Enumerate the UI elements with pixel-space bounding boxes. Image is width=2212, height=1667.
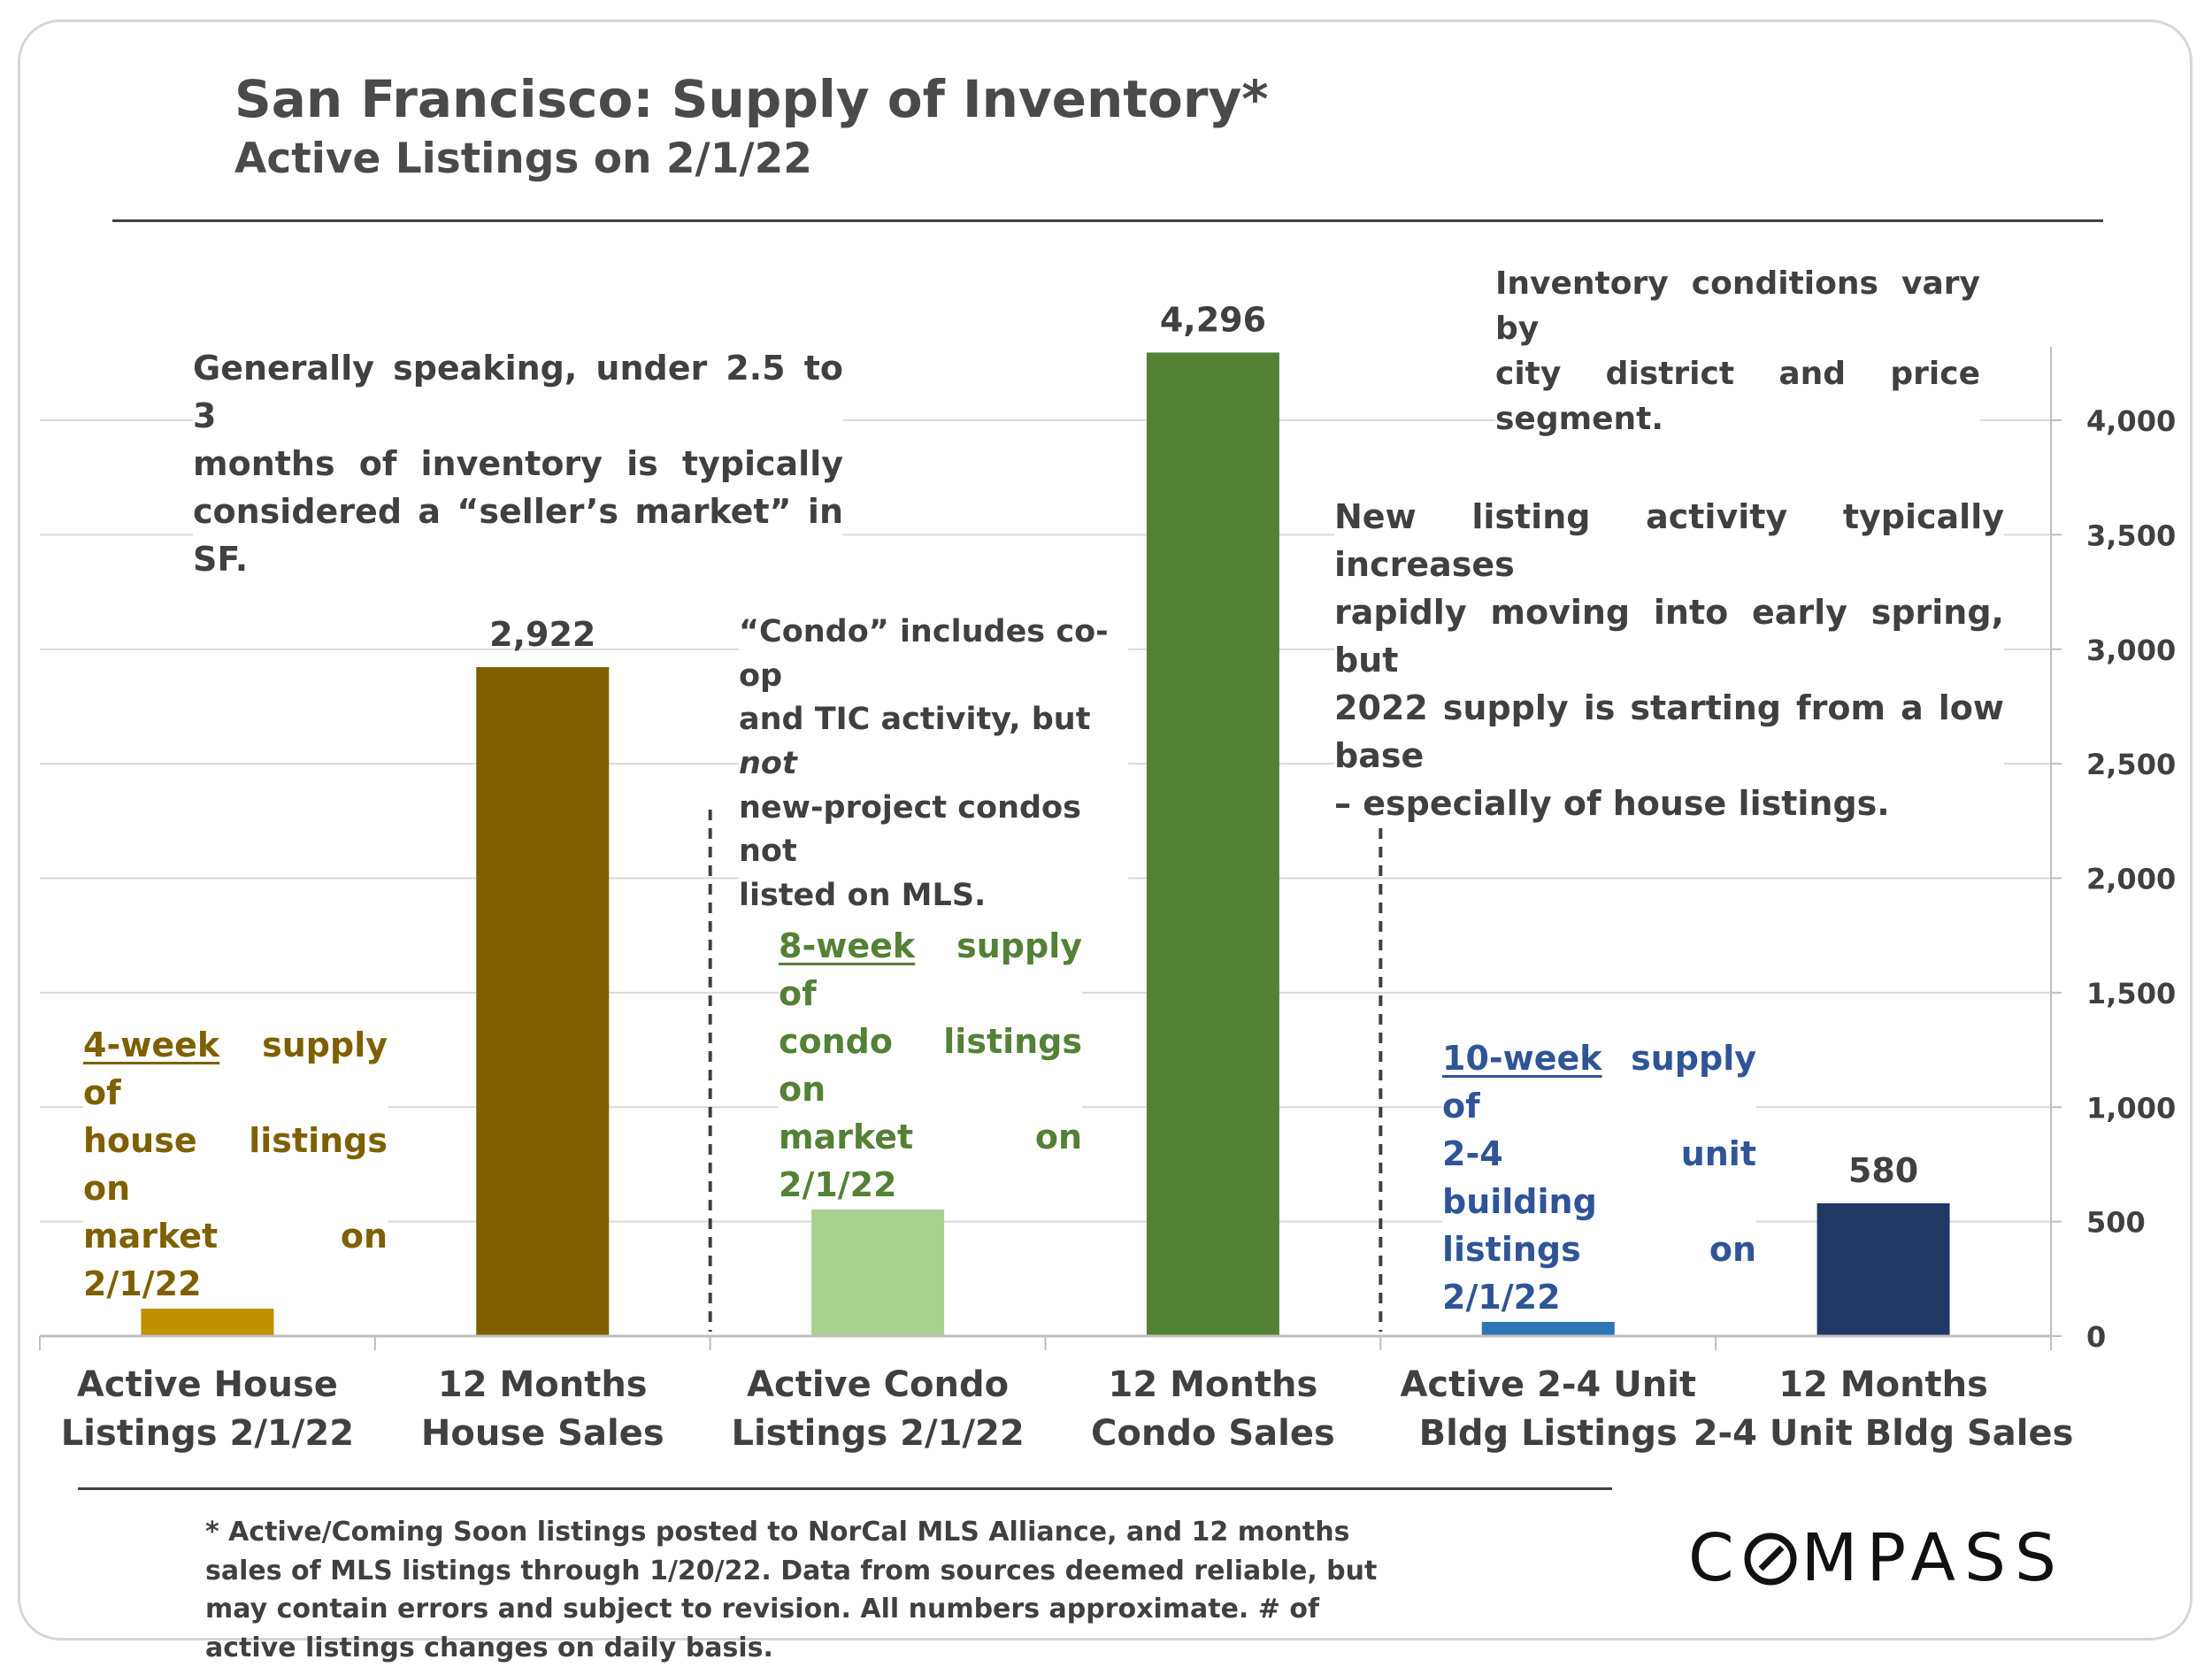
- inventory-note-line-1: Inventory conditions vary by: [1495, 265, 1980, 348]
- bldg-supply-note: 10-week supply of 2-4 unit building list…: [1442, 1035, 1756, 1322]
- y-tick-label: 4,000: [2086, 404, 2176, 438]
- card-frame: [18, 19, 2193, 1640]
- category-label: Bldg Listings: [1419, 1413, 1678, 1454]
- spring-note-line-1: New listing activity typically increases: [1334, 497, 2004, 584]
- category-label: Active Condo: [747, 1364, 1009, 1405]
- condo-supply-rest: supply of: [779, 926, 1082, 1013]
- condo-supply-line-2: condo listings on: [779, 1021, 1082, 1109]
- bars: [141, 352, 1950, 1336]
- condo-supply-weeks: 8-week: [779, 926, 916, 965]
- category-label: Active House: [77, 1364, 338, 1405]
- chart-title: San Francisco: Supply of Inventory*: [234, 69, 1269, 129]
- condo-supply-line-3: market on 2/1/22: [779, 1117, 1082, 1204]
- y-tick-label: 1,000: [2086, 1091, 2176, 1125]
- y-tick-label: 1,500: [2086, 977, 2176, 1010]
- house-supply-line-3: market on 2/1/22: [83, 1216, 388, 1303]
- condo-note-line-4: listed on MLS.: [739, 878, 987, 914]
- y-tick-label: 2,500: [2086, 748, 2176, 781]
- y-axis: 0 500 1,000 1,500 2,000 2,500 3,000 3,500 4,000: [39, 347, 2176, 1354]
- y-tick-label: 2,000: [2086, 863, 2176, 896]
- bldg-supply-line-3: listings on 2/1/22: [1442, 1229, 1756, 1317]
- condo-supply-note: 8-week supply of condo listings on marke…: [779, 923, 1082, 1210]
- value-label: 580: [1848, 1151, 1918, 1190]
- condo-note-line-3: new-project condos not: [739, 789, 1081, 870]
- inventory-note: Inventory conditions vary by city distri…: [1495, 261, 1980, 442]
- market-note: Generally speaking, under 2.5 to 3 month…: [193, 345, 843, 584]
- footnote: * Active/Coming Soon listings posted to …: [205, 1517, 1378, 1663]
- group-dividers: [708, 810, 1383, 1332]
- y-tick-label: 3,500: [2086, 519, 2176, 552]
- house-supply-rest: supply of: [83, 1026, 388, 1112]
- y-tick-label: 500: [2086, 1206, 2146, 1240]
- category-label: Active 2-4 Unit: [1400, 1364, 1696, 1405]
- category-label: Listings 2/1/22: [61, 1413, 354, 1454]
- house-supply-weeks: 4-week: [83, 1026, 220, 1064]
- market-note-line-3: considered a “seller’s market” in SF.: [193, 491, 843, 579]
- inventory-note-line-2: city district and price segment.: [1495, 356, 1980, 438]
- spring-note-line-2: rapidly moving into early spring, but: [1334, 592, 2004, 680]
- footnote-divider: [78, 1487, 1612, 1490]
- house-supply-note: 4-week supply of house listings on marke…: [83, 1022, 388, 1309]
- market-note-line-1: Generally speaking, under 2.5 to 3: [193, 349, 843, 435]
- value-label: 2,922: [489, 615, 595, 654]
- bar: [1146, 352, 1279, 1336]
- category-label: 2-4 Unit Bldg Sales: [1694, 1413, 2074, 1454]
- category-labels: Active House Listings 2/1/22 12 Months Hous…: [61, 1364, 2074, 1454]
- category-label: Listings 2/1/22: [731, 1413, 1024, 1454]
- category-label: 12 Months: [438, 1364, 648, 1405]
- bar: [811, 1187, 945, 1336]
- condo-note: “Condo” includes co-op and TIC activity,…: [739, 611, 1128, 918]
- logo-o-icon: [1743, 1531, 1801, 1586]
- condo-note-line-2a: and TIC activity, but: [739, 702, 1091, 738]
- bar: [476, 666, 610, 1336]
- category-label: House Sales: [421, 1413, 664, 1454]
- market-note-line-2: months of inventory is typically: [193, 443, 843, 483]
- condo-note-emphasis: not: [739, 746, 797, 782]
- title-divider: [112, 219, 2103, 222]
- condo-supply-line-1: 8-week supply of: [779, 923, 1082, 1018]
- bldg-supply-line-1: 10-week supply of: [1442, 1035, 1756, 1131]
- bar: [1816, 1202, 1950, 1336]
- house-supply-line-1: 4-week supply of: [83, 1022, 388, 1118]
- y-tick-label: 0: [2086, 1320, 2106, 1354]
- logo-text-start: C: [1688, 1520, 1743, 1596]
- value-label: 4,296: [1160, 300, 1266, 339]
- category-label: Condo Sales: [1091, 1413, 1335, 1454]
- spring-note-line-4: – especially of house listings.: [1334, 783, 1890, 823]
- logo-text-end: MPASS: [1801, 1520, 2065, 1596]
- bldg-supply-line-2: 2-4 unit building: [1442, 1133, 1756, 1221]
- condo-note-line-2: and TIC activity, but not: [739, 698, 1128, 786]
- bldg-supply-weeks: 10-week: [1442, 1039, 1602, 1078]
- spring-note-line-3: 2022 supply is starting from a low base: [1334, 688, 2004, 775]
- condo-note-line-1: “Condo” includes co-op: [739, 614, 1109, 694]
- category-label: 12 Months: [1778, 1364, 1988, 1405]
- bldg-supply-rest: supply of: [1442, 1039, 1756, 1125]
- y-tick-label: 3,000: [2086, 634, 2176, 667]
- spring-note: New listing activity typically increases…: [1334, 494, 2004, 828]
- chart-subtitle: Active Listings on 2/1/22: [234, 134, 812, 183]
- category-label: 12 Months: [1109, 1364, 1318, 1405]
- house-supply-line-2: house listings on: [83, 1120, 388, 1208]
- compass-logo: C MPASS: [1688, 1520, 2065, 1596]
